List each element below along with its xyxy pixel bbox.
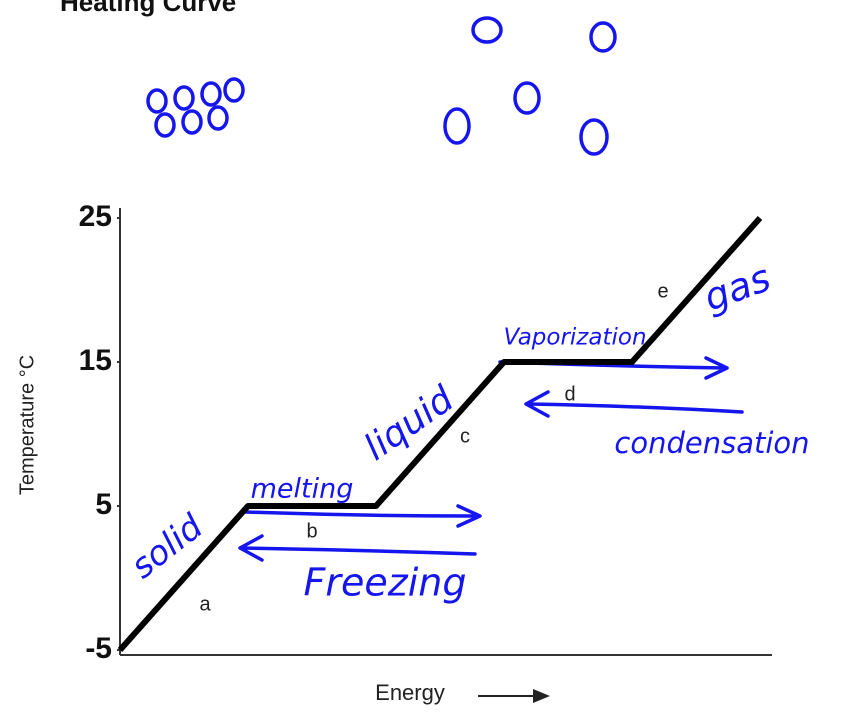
y-tick-label: -5 — [85, 632, 112, 665]
note: Freezing — [304, 561, 467, 605]
note: Vaporization — [503, 325, 646, 351]
note: condensation — [614, 426, 809, 460]
note: melting — [251, 474, 354, 505]
segment-label: e — [657, 280, 668, 302]
x-axis-label: Energy — [375, 680, 445, 705]
y-axis-label: Temperature °C — [16, 355, 38, 495]
chart: Heating Curve Temperature °C Energy a b … — [0, 0, 853, 718]
segment-label: c — [460, 425, 470, 447]
y-tick-label: 5 — [95, 488, 112, 521]
y-tick-label: 25 — [79, 200, 112, 233]
x-axis-arrow — [478, 689, 550, 703]
segment-label: d — [564, 383, 575, 405]
segment-label: b — [306, 520, 317, 542]
y-tick-label: 15 — [79, 344, 112, 377]
chart-title: Heating Curve — [60, 0, 236, 17]
note: solid — [124, 506, 211, 586]
note: gas — [698, 255, 776, 319]
hand-drawing — [148, 18, 742, 560]
segment-label: a — [199, 593, 211, 615]
